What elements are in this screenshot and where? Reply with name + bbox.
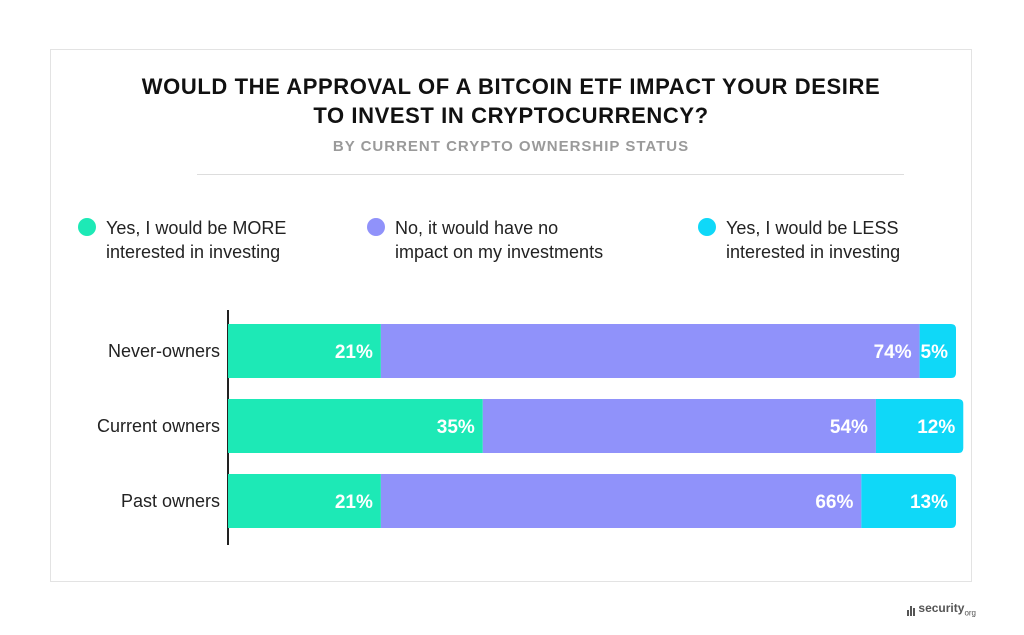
legend-swatch-less bbox=[698, 218, 716, 236]
legend-swatch-no-impact bbox=[367, 218, 385, 236]
bar-past-owners-series-3 bbox=[861, 474, 956, 528]
chart-title-line-2: TO INVEST IN CRYPTOCURRENCY? bbox=[313, 103, 709, 128]
logo-text: security bbox=[918, 601, 965, 615]
bar-past-owners-series-1 bbox=[228, 474, 381, 528]
bar-never-owners-series-2 bbox=[380, 324, 920, 378]
bar-never-owners-series-1 bbox=[228, 324, 381, 378]
bar-current-owners-series-1 bbox=[228, 399, 483, 453]
legend-label-more: Yes, I would be MORE interested in inves… bbox=[106, 218, 287, 262]
legend-label-less: Yes, I would be LESS interested in inves… bbox=[726, 218, 901, 262]
data-label-past-owners-series-3: 13% bbox=[910, 492, 948, 513]
chart-subtitle: BY CURRENT CRYPTO OWNERSHIP STATUS bbox=[332, 138, 690, 155]
bar-current-owners-series-2 bbox=[482, 399, 876, 453]
data-label-past-owners-series-2: 66% bbox=[815, 492, 853, 513]
data-label-current-owners-series-3: 12% bbox=[917, 417, 955, 438]
chart-title: WOULD THE APPROVAL OF A BITCOIN ETF IMPA… bbox=[51, 72, 971, 130]
logo-suffix: org bbox=[964, 608, 976, 618]
category-label-past-owners: Past owners bbox=[121, 491, 220, 511]
logo-bars-icon bbox=[907, 602, 916, 616]
bar-current-owners-series-3 bbox=[875, 399, 964, 453]
data-label-current-owners-series-2: 54% bbox=[830, 417, 868, 438]
category-label-never-owners: Never-owners bbox=[108, 341, 220, 361]
category-label-current-owners: Current owners bbox=[97, 416, 220, 436]
chart-title-line-1: WOULD THE APPROVAL OF A BITCOIN ETF IMPA… bbox=[141, 74, 881, 99]
security-org-logo: securityorg bbox=[907, 601, 976, 617]
data-label-past-owners-series-1: 21% bbox=[335, 492, 373, 513]
bar-never-owners-series-3 bbox=[919, 324, 956, 378]
data-label-never-owners-series-3: 5% bbox=[921, 342, 949, 363]
data-label-never-owners-series-2: 74% bbox=[874, 342, 912, 363]
title-divider bbox=[197, 174, 904, 175]
legend-swatch-more bbox=[78, 218, 96, 236]
data-label-current-owners-series-1: 35% bbox=[437, 417, 475, 438]
legend-label-no-impact: No, it would have no impact on my invest… bbox=[395, 218, 604, 262]
bar-past-owners-series-2 bbox=[380, 474, 862, 528]
data-label-never-owners-series-1: 21% bbox=[335, 342, 373, 363]
